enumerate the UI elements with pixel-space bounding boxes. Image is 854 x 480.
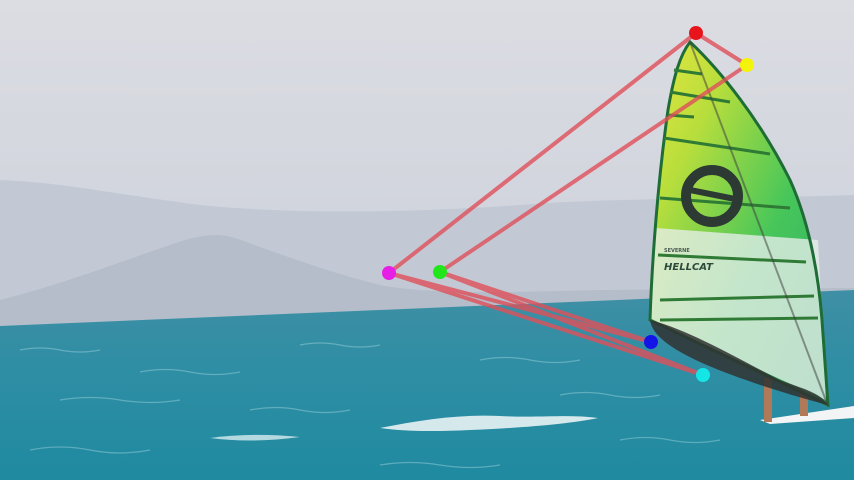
skeleton-line [694, 31, 749, 67]
wave-foam [380, 415, 598, 432]
skeleton-line [438, 270, 705, 377]
keypoint-magenta [382, 266, 396, 280]
keypoint-green [433, 265, 447, 279]
sail-mark-text: SEVERNE [664, 248, 690, 254]
sail: HELLCAT SEVERNE [648, 39, 830, 408]
sail-brand-text: HELLCAT [664, 262, 714, 273]
keypoint-red [689, 26, 703, 40]
skeleton [387, 31, 749, 377]
keypoint-yellow [740, 58, 754, 72]
skeleton-line [438, 63, 749, 274]
wave-foam-small [210, 434, 300, 441]
skeleton-line [387, 271, 653, 344]
skeleton-line [387, 31, 698, 275]
wave-texture [19, 342, 721, 469]
skeleton-line [387, 271, 705, 377]
keypoint-blue [644, 335, 658, 349]
keypoint-cyan [696, 368, 710, 382]
keypoints [382, 26, 754, 382]
